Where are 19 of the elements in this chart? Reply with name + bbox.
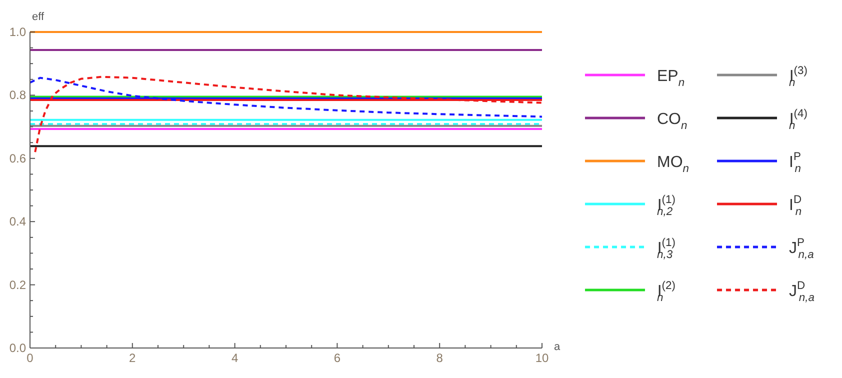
y-axis-title: eff: [32, 11, 45, 23]
x-tick-label: 6: [334, 351, 341, 365]
x-tick-label: 8: [436, 351, 444, 365]
x-tick-label: 4: [231, 351, 238, 365]
line-series: [34, 76, 543, 154]
y-tick-label: 0.2: [9, 278, 26, 292]
x-axis-title: a: [554, 341, 561, 353]
x-tick-label: 10: [535, 351, 549, 365]
x-tick-label: 2: [129, 351, 136, 365]
line-series: [30, 76, 543, 118]
x-tick-label: 0: [26, 351, 34, 365]
y-tick-label: 0.0: [9, 341, 26, 355]
y-tick-label: 0.4: [9, 214, 26, 229]
legend-label: MO$_{n}$: [657, 154, 690, 175]
y-tick-label: 1.0: [9, 25, 26, 39]
y-tick-label: 0.8: [9, 88, 26, 102]
legend-label: EP$_{n}$: [657, 68, 685, 89]
y-tick-label: 0.6: [9, 151, 26, 166]
legend-label: CO$_{n}$: [657, 111, 688, 132]
